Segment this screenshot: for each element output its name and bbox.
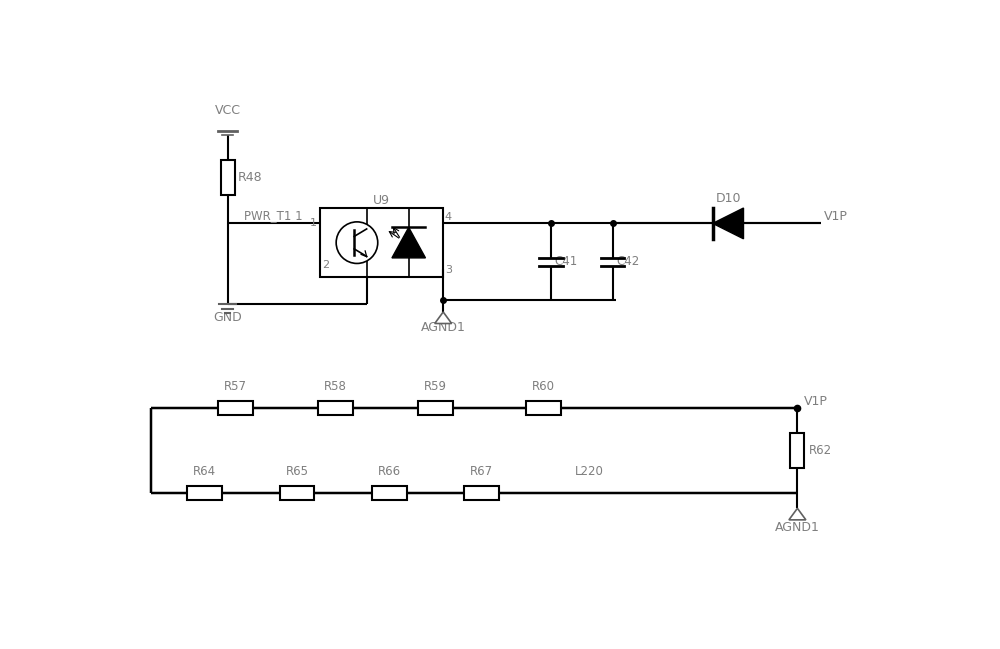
Bar xyxy=(318,401,353,415)
Bar xyxy=(418,401,453,415)
Text: U9: U9 xyxy=(373,194,390,207)
Text: PWR_T1 1: PWR_T1 1 xyxy=(244,209,303,222)
Bar xyxy=(218,401,253,415)
Bar xyxy=(221,160,235,195)
Bar xyxy=(187,486,222,500)
Text: 4: 4 xyxy=(445,212,452,221)
Text: AGND1: AGND1 xyxy=(775,521,820,534)
Bar xyxy=(280,486,314,500)
Bar xyxy=(526,401,561,415)
Text: R67: R67 xyxy=(470,465,493,478)
Polygon shape xyxy=(713,208,744,239)
Text: D10: D10 xyxy=(715,192,741,205)
Text: R57: R57 xyxy=(224,380,247,393)
Bar xyxy=(320,208,443,277)
Text: C41: C41 xyxy=(555,256,578,269)
Circle shape xyxy=(336,222,378,263)
Text: R58: R58 xyxy=(324,380,347,393)
Polygon shape xyxy=(789,508,806,520)
Text: R64: R64 xyxy=(193,465,216,478)
Bar xyxy=(372,486,407,500)
Text: R66: R66 xyxy=(378,465,401,478)
Text: AGND1: AGND1 xyxy=(421,321,466,334)
Text: 2: 2 xyxy=(322,260,329,270)
Text: V1P: V1P xyxy=(804,395,827,408)
Text: R48: R48 xyxy=(238,171,262,184)
Text: R59: R59 xyxy=(424,380,447,393)
Text: R62: R62 xyxy=(809,444,832,457)
Text: V1P: V1P xyxy=(824,210,848,223)
Text: 3: 3 xyxy=(445,265,452,275)
Text: VCC: VCC xyxy=(215,104,241,117)
Text: L220: L220 xyxy=(575,465,604,478)
Polygon shape xyxy=(392,227,425,258)
Text: R65: R65 xyxy=(285,465,308,478)
Text: GND: GND xyxy=(213,312,242,324)
Bar xyxy=(790,434,804,468)
Text: 1: 1 xyxy=(310,217,317,228)
Text: R60: R60 xyxy=(532,380,555,393)
Bar xyxy=(464,486,499,500)
Polygon shape xyxy=(435,312,452,323)
Text: C42: C42 xyxy=(616,256,640,269)
